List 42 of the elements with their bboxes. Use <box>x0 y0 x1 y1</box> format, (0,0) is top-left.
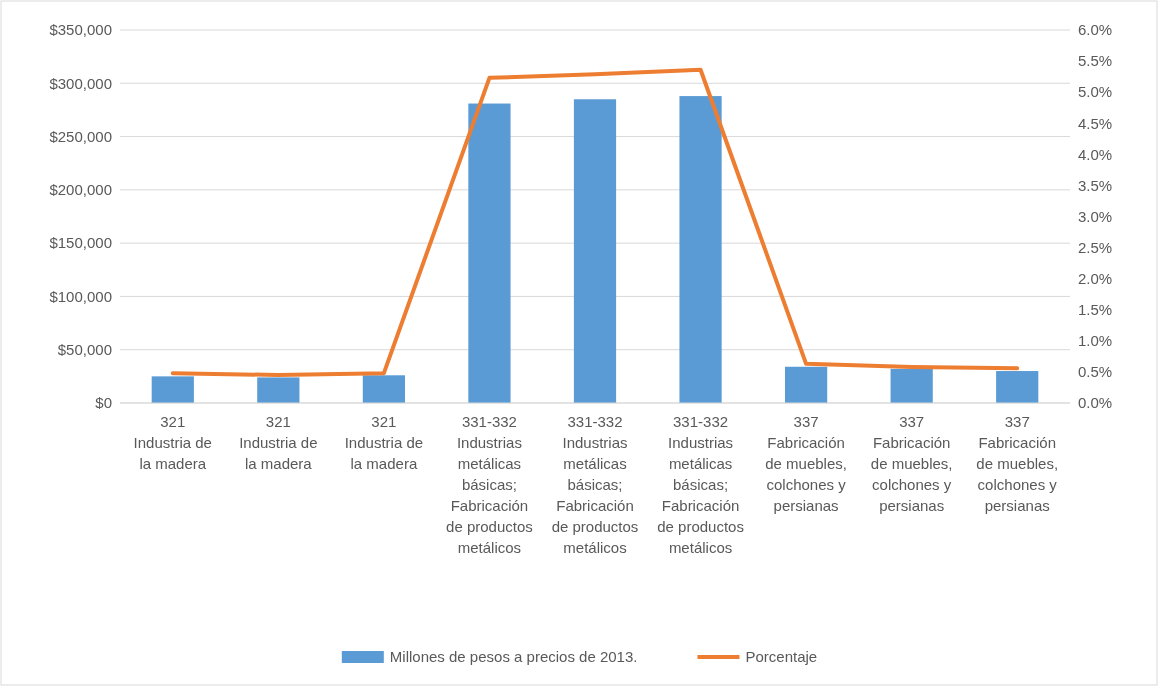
bar <box>257 377 300 403</box>
x-tick-label: 337 Fabricación de muebles, colchones y persianas <box>870 413 953 514</box>
y-tick-label: $100,000 <box>49 287 112 305</box>
y2-tick-label: 6.0% <box>1078 21 1113 39</box>
x-tick-label: 321 Industria de la madera <box>344 413 424 472</box>
bar <box>468 103 511 403</box>
y2-tick-label: 2.5% <box>1078 238 1113 256</box>
y-tick-label: $250,000 <box>49 127 112 145</box>
bar <box>362 375 405 403</box>
x-tick-label: 331-332 Industrias metálicas básicas; Fabricación de productos metálicos <box>657 413 744 556</box>
y2-tick-label: 2.0% <box>1078 269 1113 287</box>
y2-tick-label: 1.0% <box>1078 332 1113 350</box>
y-tick-label: $200,000 <box>49 181 112 199</box>
x-tick-label: 331-332 Industrias metálicas básicas; Fabricación de productos metálicos <box>446 413 533 556</box>
x-tick-label: 321 Industria de la madera <box>239 413 318 472</box>
x-tick-label: 337 Fabricación de muebles, colchones y persianas <box>765 413 847 514</box>
y2-tick-label: 4.0% <box>1078 145 1113 163</box>
y-tick-label: $300,000 <box>49 74 112 92</box>
legend-label: Porcentaje <box>745 648 818 665</box>
y-tick-label: $350,000 <box>49 21 112 39</box>
y2-tick-label: 3.5% <box>1078 176 1113 194</box>
bar <box>151 376 194 403</box>
bar <box>573 99 617 403</box>
bar <box>890 368 933 403</box>
y2-tick-label: 0.0% <box>1078 394 1113 412</box>
y-tick-label: $0 <box>95 394 112 412</box>
y2-tick-label: 4.5% <box>1078 114 1113 132</box>
x-tick-label: 321 Industria de la madera <box>133 413 212 472</box>
y2-tick-label: 0.5% <box>1078 363 1113 381</box>
y-tick-label: $50,000 <box>57 341 112 359</box>
legend-label: Millones de pesos a precios de 2013. <box>389 648 638 665</box>
x-tick-label: 331-332 Industrias metálicas básicas; Fabricación de productos metálicos <box>551 413 639 556</box>
bar <box>785 366 828 403</box>
x-tick-label: 337 Fabricación de muebles, colchones y persianas <box>976 413 1059 514</box>
bar <box>679 96 722 403</box>
y2-tick-label: 5.0% <box>1078 83 1113 101</box>
y2-tick-label: 5.5% <box>1078 52 1113 70</box>
bar <box>996 371 1039 403</box>
y2-tick-label: 1.5% <box>1078 301 1113 319</box>
line-series <box>170 67 1020 378</box>
y-tick-label: $150,000 <box>49 234 112 252</box>
y2-tick-label: 3.0% <box>1078 207 1113 225</box>
